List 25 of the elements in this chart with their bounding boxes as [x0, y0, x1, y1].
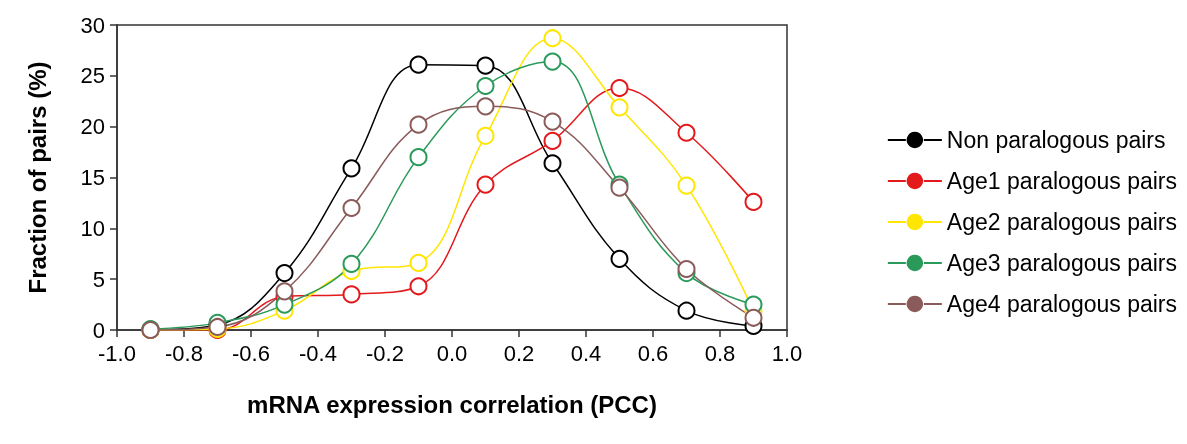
legend-label: Age4 paralogous pairs — [946, 291, 1178, 317]
x-tick-label: 1.0 — [771, 340, 803, 366]
legend-label: Non paralogous pairs — [946, 127, 1166, 153]
y-tick-label: 25 — [80, 63, 105, 89]
y-tick-label: 5 — [92, 266, 105, 292]
x-tick-label: -0.2 — [366, 340, 404, 366]
x-axis-title: mRNA expression correlation (PCC) — [247, 390, 657, 418]
x-tick-label: -0.8 — [165, 340, 203, 366]
y-tick-label: 20 — [80, 114, 105, 140]
x-tick-label: 0.6 — [637, 340, 669, 366]
y-tick-label: 30 — [80, 12, 105, 38]
y-axis-title: Fraction of pairs (%) — [23, 61, 51, 294]
x-tick-label: 0.8 — [704, 340, 736, 366]
x-tick-label: -0.6 — [232, 340, 270, 366]
x-tick-label: 0.2 — [503, 340, 535, 366]
y-tick-label: 0 — [92, 317, 105, 343]
x-tick-label: -0.4 — [299, 340, 337, 366]
x-tick-label: -1.0 — [98, 340, 136, 366]
x-tick-label: 0.4 — [570, 340, 602, 366]
legend-label: Age3 paralogous pairs — [946, 250, 1178, 276]
y-tick-label: 10 — [80, 215, 105, 241]
y-tick-label: 15 — [80, 165, 105, 190]
legend-label: Age1 paralogous pairs — [946, 168, 1178, 194]
legend-label: Age2 paralogous pairs — [946, 209, 1178, 235]
x-tick-label: 0.0 — [436, 340, 468, 366]
